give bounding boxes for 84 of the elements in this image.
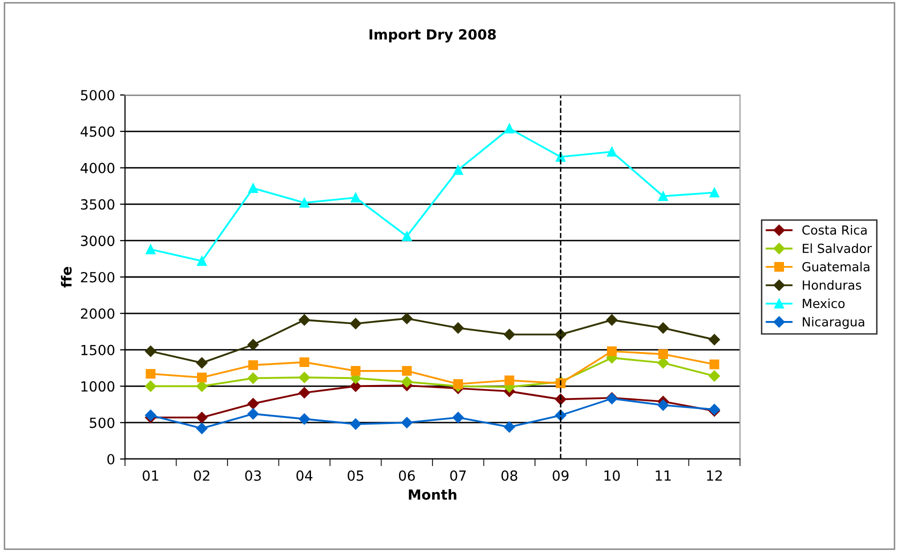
point [298, 413, 310, 425]
point [196, 380, 208, 392]
point [298, 372, 310, 384]
y-tick-label: 3500 [80, 199, 114, 210]
x-tick-label: 05 [348, 470, 364, 481]
y-tick-label: 3000 [80, 236, 114, 246]
y-tick-label: 1500 [81, 344, 114, 356]
point [350, 318, 362, 330]
point [658, 322, 669, 334]
point [146, 368, 156, 379]
y-axis-title: ffe [60, 266, 72, 288]
point [197, 372, 207, 382]
y-tick-label: 4000 [80, 162, 114, 174]
y-tick-label: 2500 [80, 272, 114, 282]
point [401, 416, 412, 428]
point [248, 398, 259, 410]
y-tick-label: 1000 [81, 381, 114, 392]
legend-label: Nicaragua [802, 316, 864, 329]
point [402, 366, 412, 376]
point [452, 412, 464, 424]
point [300, 357, 310, 368]
x-tick-label: 02 [194, 470, 210, 481]
point [298, 387, 310, 398]
point [298, 314, 310, 326]
point [504, 124, 514, 134]
point [607, 146, 617, 157]
point [401, 376, 412, 388]
point [196, 357, 208, 369]
point [248, 360, 258, 370]
legend-label: Mexico [802, 298, 845, 308]
point [196, 412, 208, 424]
y-tick-label: 2000 [80, 308, 114, 319]
point [710, 188, 720, 198]
point [710, 360, 720, 370]
point [196, 422, 208, 434]
legend-label: Guatemala [802, 262, 870, 272]
x-tick-label: 04 [296, 470, 312, 481]
point [350, 366, 360, 376]
point [453, 379, 463, 389]
point [146, 244, 156, 254]
point [350, 380, 362, 392]
point [248, 372, 259, 384]
y-tick-label: 4500 [80, 126, 114, 137]
y-tick-label: 0 [107, 454, 114, 464]
x-axis-title: Month [408, 489, 456, 500]
x-tick-label: 03 [245, 470, 261, 481]
legend-label: Costa Rica [802, 225, 867, 235]
point [350, 418, 362, 430]
point [350, 192, 360, 203]
point [453, 165, 463, 175]
point [145, 346, 156, 357]
point [248, 408, 259, 420]
x-tick-label: 09 [552, 470, 568, 481]
x-tick-label: 07 [450, 470, 466, 481]
point [248, 339, 259, 350]
point [708, 370, 720, 382]
point [658, 191, 668, 202]
chart-title: Import Dry 2008 [370, 29, 496, 42]
x-tick-label: 10 [604, 470, 620, 481]
x-tick-label: 12 [707, 470, 722, 481]
legend-label: Honduras [802, 280, 862, 290]
legend-label: El Salvador [802, 243, 872, 254]
point [248, 183, 258, 194]
point [402, 231, 412, 242]
point [658, 400, 669, 411]
x-tick-label: 08 [501, 470, 518, 481]
point [401, 312, 412, 324]
x-tick-label: 11 [656, 470, 671, 481]
point [145, 410, 156, 421]
point [504, 376, 514, 386]
point [607, 346, 617, 356]
point [300, 198, 310, 208]
point [606, 314, 618, 326]
point [658, 349, 668, 360]
point [708, 334, 720, 346]
point [197, 256, 207, 266]
point [145, 380, 156, 392]
x-tick-label: 01 [142, 470, 158, 481]
x-tick-label: 06 [398, 470, 415, 481]
point [452, 322, 464, 334]
y-tick-label: 500 [90, 418, 114, 428]
y-tick-label: 5000 [81, 90, 114, 100]
point [504, 421, 515, 433]
point [504, 328, 515, 340]
